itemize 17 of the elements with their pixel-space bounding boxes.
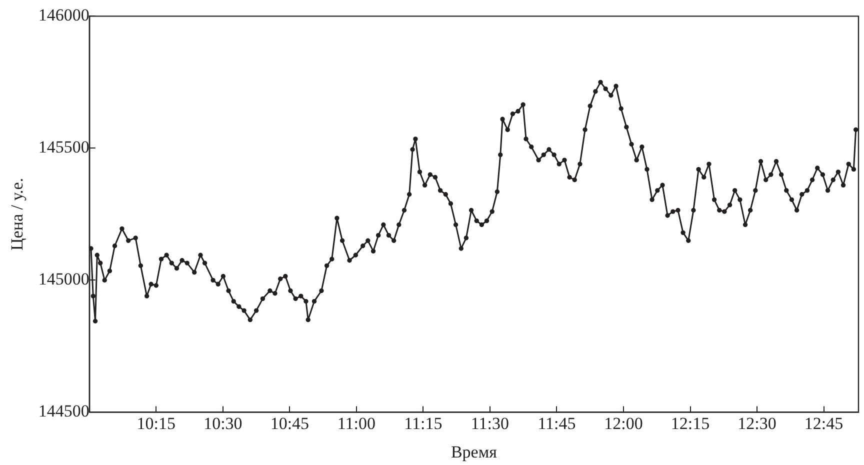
x-tick-label: 12:45 [804,414,844,433]
x-tick-label: 11:30 [470,414,510,433]
x-tick-label: 11:15 [404,414,442,433]
x-tick-label: 11:45 [538,414,576,433]
y-tick-label: 145000 [38,270,90,289]
y-tick-label: 146000 [38,6,90,25]
x-tick-label: 10:15 [136,414,176,433]
x-tick-label: 12:00 [604,414,643,433]
x-tick-label: 12:15 [670,414,710,433]
y-axis-title: Цена / у.е. [8,178,27,250]
x-tick-label: 12:30 [738,414,776,433]
x-tick-label: 11:00 [337,414,376,433]
x-axis-title: Время [450,442,498,462]
x-tick-label: 10:30 [204,414,242,433]
y-tick-label: 145500 [38,138,90,157]
x-tick-label: 10:45 [270,414,310,433]
y-tick-label: 144500 [38,402,90,421]
